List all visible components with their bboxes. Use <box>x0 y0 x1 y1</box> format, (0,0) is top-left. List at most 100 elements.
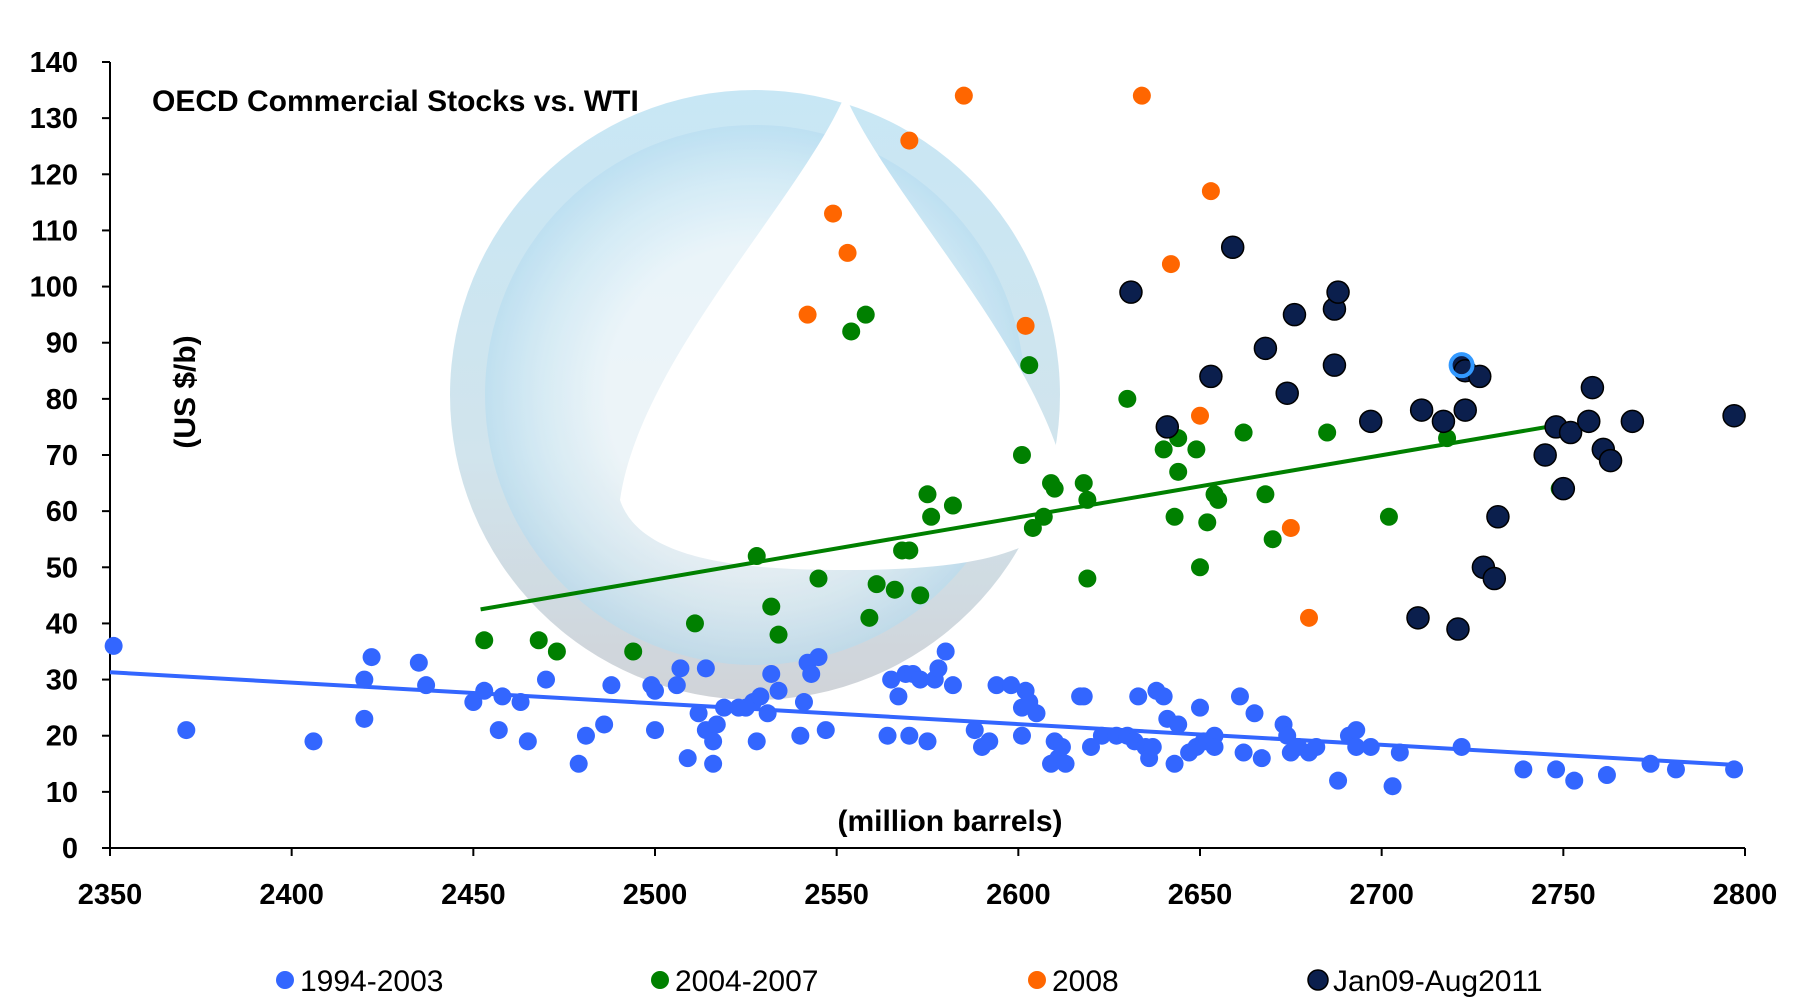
point-2008 <box>824 204 843 223</box>
point-2004-2007 <box>475 631 494 650</box>
point-2008 <box>1300 608 1318 627</box>
point-2004-2007 <box>867 575 886 594</box>
point-1994-2003 <box>362 648 381 667</box>
legend-label: 1994-2003 <box>300 965 443 998</box>
point-2004-2007 <box>1154 440 1173 459</box>
point-1994-2003 <box>794 693 813 712</box>
point-2004-2007 <box>1263 530 1282 549</box>
point-1994-2003 <box>1230 687 1249 706</box>
point-1994-2003 <box>1143 737 1162 756</box>
point-1994-2003 <box>929 659 948 678</box>
point-jan09-aug2011 <box>1453 398 1477 422</box>
point-1994-2003 <box>1056 754 1075 773</box>
point-1994-2003 <box>791 726 810 745</box>
point-2004-2007 <box>1165 507 1184 526</box>
point-jan09-aug2011 <box>1722 403 1746 428</box>
highlight-point-ring <box>1448 352 1475 379</box>
y-tick-label: 120 <box>30 159 78 191</box>
point-1994-2003 <box>758 704 777 723</box>
point-1994-2003 <box>671 659 690 678</box>
y-tick-label: 0 <box>62 833 78 865</box>
point-1994-2003 <box>1252 749 1271 768</box>
point-1994-2003 <box>751 687 770 706</box>
x-tick-label: 2450 <box>441 879 506 911</box>
point-2004-2007 <box>769 625 788 644</box>
point-1994-2003 <box>1002 676 1021 695</box>
point-1994-2003 <box>707 715 726 734</box>
point-1994-2003 <box>900 726 919 745</box>
y-tick-label: 90 <box>46 328 78 360</box>
point-1994-2003 <box>936 642 955 661</box>
point-1994-2003 <box>762 664 781 683</box>
point-1994-2003 <box>747 732 766 751</box>
point-jan09-aug2011 <box>1446 617 1470 641</box>
point-1994-2003 <box>104 636 123 655</box>
legend-marker <box>1307 969 1329 991</box>
point-1994-2003 <box>493 687 512 706</box>
point-jan09-aug2011 <box>1620 409 1645 434</box>
point-1994-2003 <box>809 648 828 667</box>
point-1994-2003 <box>1082 737 1100 756</box>
point-2004-2007 <box>1187 440 1206 459</box>
point-1994-2003 <box>511 693 530 712</box>
point-1994-2003 <box>704 754 723 773</box>
point-2004-2007 <box>1438 429 1457 448</box>
point-2004-2007 <box>1074 474 1093 493</box>
point-1994-2003 <box>1514 760 1533 779</box>
point-1994-2003 <box>1027 704 1046 723</box>
point-1994-2003 <box>1012 726 1031 745</box>
point-1994-2003 <box>689 704 708 723</box>
watermark-logo <box>450 90 1070 700</box>
point-2008 <box>1132 86 1151 105</box>
point-1994-2003 <box>1245 704 1264 723</box>
point-jan09-aug2011 <box>1533 443 1557 467</box>
legend-marker <box>651 971 669 989</box>
point-1994-2003 <box>518 732 537 751</box>
point-2004-2007 <box>685 614 704 633</box>
point-2004-2007 <box>624 642 643 661</box>
point-1994-2003 <box>569 754 588 773</box>
series-1994-2003 <box>104 636 1744 796</box>
point-2008 <box>1161 255 1180 274</box>
point-jan09-aug2011 <box>1199 364 1223 389</box>
point-1994-2003 <box>878 726 897 745</box>
y-tick-label: 100 <box>30 272 78 304</box>
point-1994-2003 <box>715 698 734 717</box>
point-2004-2007 <box>856 305 875 324</box>
point-jan09-aug2011 <box>1155 415 1180 439</box>
legend-marker <box>276 971 294 989</box>
x-tick-label: 2700 <box>1349 879 1414 911</box>
point-1994-2003 <box>409 653 428 672</box>
point-1994-2003 <box>1165 754 1184 773</box>
point-1994-2003 <box>1452 737 1471 756</box>
point-1994-2003 <box>595 715 614 734</box>
y-tick-label: 40 <box>46 608 78 640</box>
point-1994-2003 <box>1154 687 1173 706</box>
point-2004-2007 <box>1234 423 1253 442</box>
point-2004-2007 <box>911 586 930 605</box>
point-2008 <box>838 243 857 262</box>
y-ticks: 0 10 20 30 40 50 60 70 80 90 100 110 120 130 140 <box>30 47 110 865</box>
point-2004-2007 <box>1045 479 1064 498</box>
point-1994-2003 <box>475 681 494 700</box>
point-1994-2003 <box>1307 737 1326 756</box>
point-jan09-aug2011 <box>1558 420 1583 445</box>
point-1994-2003 <box>1052 737 1071 756</box>
point-1994-2003 <box>802 664 821 683</box>
point-2004-2007 <box>918 485 937 504</box>
point-2004-2007 <box>529 631 548 650</box>
point-jan09-aug2011 <box>1580 375 1605 400</box>
point-1994-2003 <box>980 732 999 751</box>
point-1994-2003 <box>704 732 723 751</box>
point-2004-2007 <box>1209 490 1228 509</box>
point-1994-2003 <box>943 676 962 695</box>
point-jan09-aug2011 <box>1359 409 1383 434</box>
point-2004-2007 <box>860 608 879 627</box>
point-1994-2003 <box>769 681 788 700</box>
point-2004-2007 <box>1318 423 1337 442</box>
point-jan09-aug2011 <box>1253 336 1278 361</box>
point-1994-2003 <box>646 681 664 700</box>
y-tick-label: 110 <box>31 215 78 247</box>
data-points <box>104 86 1746 796</box>
